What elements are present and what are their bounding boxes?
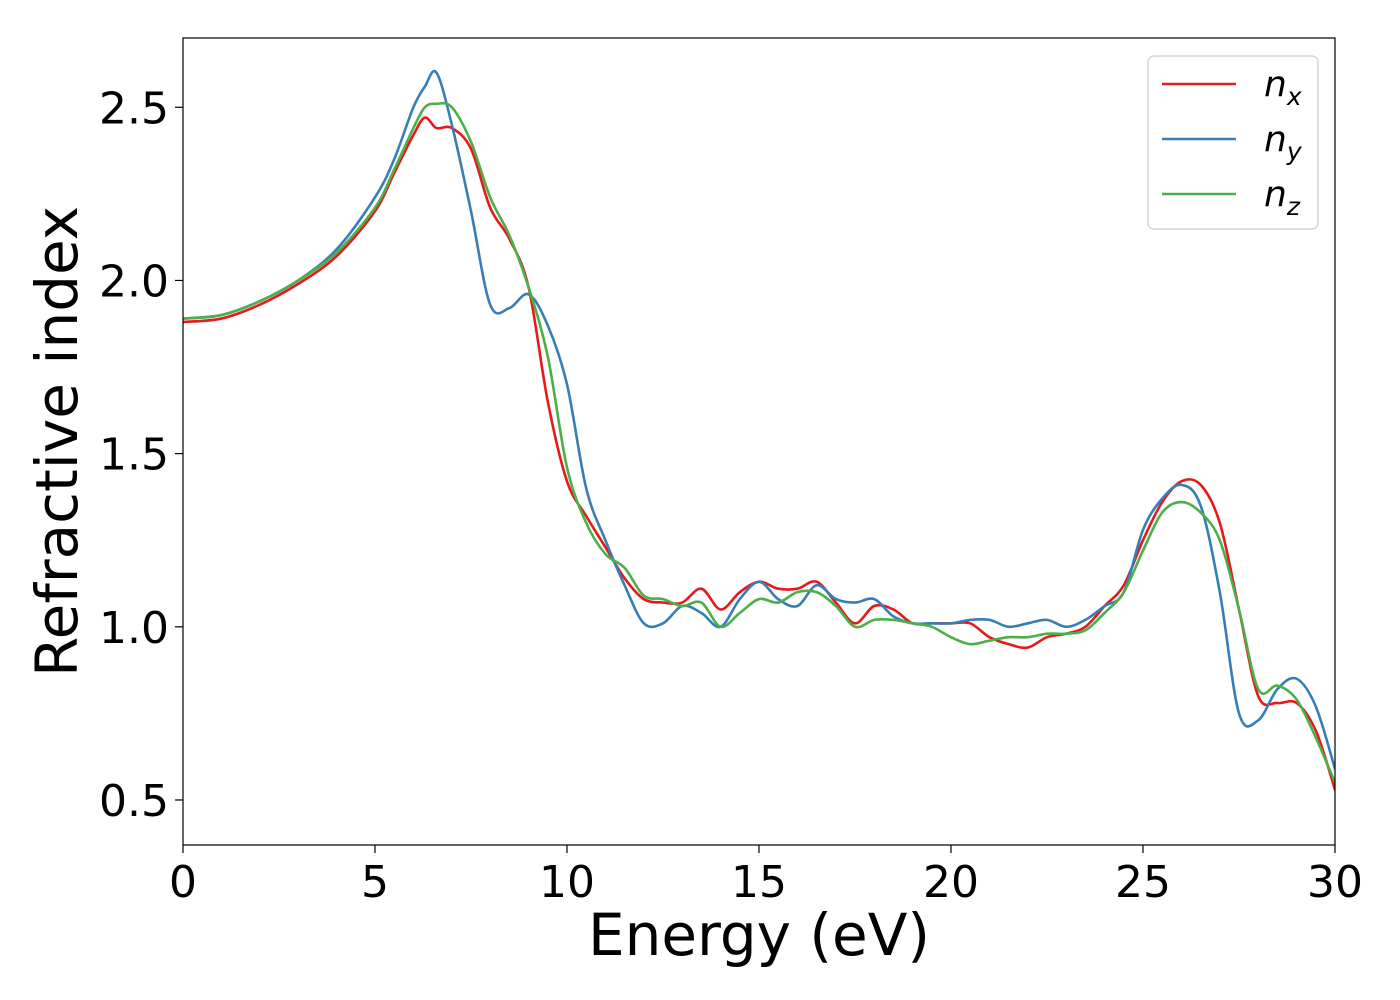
series-line-ny [183, 69, 1335, 771]
y-axis-title: Refractive index [23, 206, 91, 677]
y-tick-label: 1.5 [99, 430, 169, 481]
x-tick-label: 25 [1115, 857, 1171, 908]
legend-label-nz: nz [1264, 174, 1301, 221]
series-line-nx [183, 116, 1335, 791]
legend-label-ny: ny [1264, 119, 1303, 166]
x-axis-title: Energy (eV) [588, 901, 930, 969]
plot-area [183, 69, 1335, 791]
y-tick-label: 2.0 [99, 256, 169, 307]
x-tick-label: 0 [169, 857, 197, 908]
x-tick-label: 30 [1307, 857, 1363, 908]
legend-label-nx: nx [1264, 64, 1302, 111]
y-axis: 0.5 1.0 1.5 2.0 2.5 [99, 83, 183, 827]
x-axis: 0 5 10 15 20 25 30 [169, 845, 1363, 908]
y-tick-label: 0.5 [99, 776, 169, 827]
legend: nx ny nz [1147, 55, 1319, 230]
x-tick-label: 10 [539, 857, 595, 908]
y-tick-label: 2.5 [99, 83, 169, 134]
x-tick-label: 5 [361, 857, 389, 908]
y-tick-label: 1.0 [99, 603, 169, 654]
x-tick-label: 15 [731, 857, 787, 908]
legend-box [1147, 55, 1319, 230]
x-tick-label: 20 [923, 857, 979, 908]
series-line-nz [183, 101, 1335, 784]
